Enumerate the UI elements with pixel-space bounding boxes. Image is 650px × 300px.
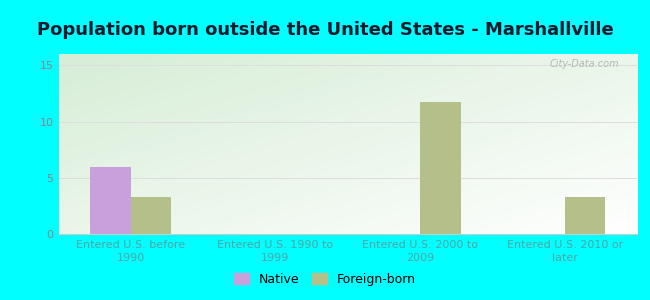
Bar [131,197,172,234]
Bar [90,167,131,234]
Bar [565,197,605,234]
Text: City-Data.com: City-Data.com [550,59,619,69]
Text: Population born outside the United States - Marshallville: Population born outside the United State… [36,21,614,39]
Legend: Native, Foreign-born: Native, Foreign-born [229,268,421,291]
Bar [420,102,461,234]
